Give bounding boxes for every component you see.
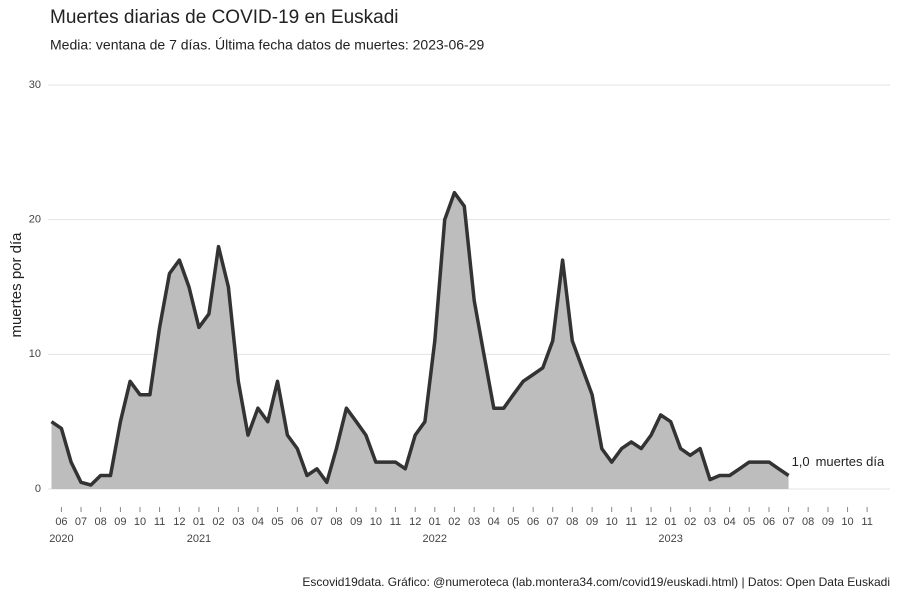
- x-tick-label: 04: [723, 516, 735, 528]
- x-tick-label: 08: [802, 516, 814, 528]
- x-tick-label: 09: [586, 516, 598, 528]
- annotation-value: 1,0: [792, 454, 810, 469]
- x-tick-label: 07: [311, 516, 323, 528]
- x-tick-label: 02: [212, 516, 224, 528]
- x-tick-label: 12: [173, 516, 185, 528]
- year-label: 2022: [423, 533, 447, 545]
- x-tick-label: 11: [390, 516, 401, 528]
- x-tick-label: 08: [94, 516, 106, 528]
- x-tick-label: 02: [448, 516, 460, 528]
- x-tick-label: 08: [330, 516, 342, 528]
- x-tick-label: 08: [566, 516, 578, 528]
- x-tick-label: 12: [409, 516, 421, 528]
- x-tick-label: 07: [75, 516, 87, 528]
- x-tick-label: 05: [271, 516, 283, 528]
- x-tick-label: 09: [114, 516, 126, 528]
- x-tick-label: 04: [252, 516, 264, 528]
- x-tick-label: 11: [861, 516, 872, 528]
- x-tick-label: 05: [507, 516, 519, 528]
- x-tick-label: 09: [822, 516, 834, 528]
- x-tick-label: 07: [782, 516, 794, 528]
- chart-subtitle: Media: ventana de 7 días. Última fecha d…: [50, 37, 484, 53]
- x-tick-label: 06: [291, 516, 303, 528]
- y-tick-label: 10: [29, 348, 41, 360]
- x-tick-label: 02: [684, 516, 696, 528]
- x-tick-label: 01: [665, 516, 677, 528]
- x-tick-label: 05: [743, 516, 755, 528]
- x-tick-label: 01: [193, 516, 205, 528]
- year-label: 2023: [658, 533, 682, 545]
- x-tick-label: 03: [468, 516, 480, 528]
- annotation-text: muertes día: [816, 454, 885, 469]
- x-tick-label: 03: [704, 516, 716, 528]
- x-tick-label: 10: [134, 516, 146, 528]
- x-tick-label: 06: [527, 516, 539, 528]
- x-tick-label: 06: [55, 516, 67, 528]
- x-tick-label: 12: [645, 516, 657, 528]
- x-tick-label: 07: [547, 516, 559, 528]
- y-tick-label: 0: [35, 483, 41, 495]
- year-label: 2020: [49, 533, 73, 545]
- x-tick-label: 10: [370, 516, 382, 528]
- caption: Escovid19data. Gráfico: @numeroteca (lab…: [302, 575, 890, 589]
- x-tick-label: 06: [763, 516, 775, 528]
- x-tick-label: 10: [841, 516, 853, 528]
- y-tick-label: 20: [29, 214, 41, 226]
- year-label: 2021: [187, 533, 211, 545]
- y-axis-title: muertes por día: [8, 232, 25, 338]
- x-tick-label: 10: [606, 516, 618, 528]
- y-tick-label: 30: [29, 79, 41, 91]
- line: [50, 190, 790, 487]
- x-tick-label: 11: [154, 516, 165, 528]
- chart-title: Muertes diarias de COVID-19 en Euskadi: [50, 7, 399, 28]
- x-tick-label: 11: [626, 516, 637, 528]
- x-tick-label: 04: [488, 516, 500, 528]
- x-tick-label: 01: [429, 516, 441, 528]
- x-tick-label: 03: [232, 516, 244, 528]
- area: [51, 192, 789, 489]
- x-tick-label: 09: [350, 516, 362, 528]
